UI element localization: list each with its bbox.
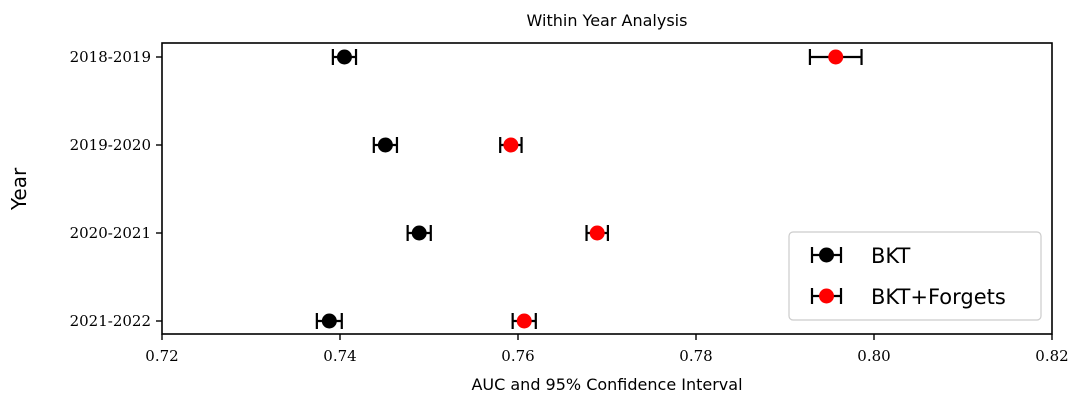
- data-marks: [315, 49, 863, 329]
- data-point-group: [331, 49, 358, 65]
- data-point-group: [315, 313, 343, 329]
- x-tick-label: 0.76: [501, 347, 534, 365]
- x-axis-label: AUC and 95% Confidence Interval: [471, 375, 742, 394]
- chart-title: Within Year Analysis: [527, 11, 688, 30]
- legend-label: BKT: [871, 244, 911, 268]
- axes-ticks: 0.72 0.74 0.76 0.78 0.80 0.82 2018-2019 2019-20…: [70, 48, 1069, 365]
- data-point-group: [499, 137, 523, 153]
- data-point-group: [511, 313, 537, 329]
- x-tick-label: 0.82: [1035, 347, 1068, 365]
- legend-entry: BKT+Forgets: [810, 285, 1006, 309]
- legend-marker: [819, 247, 834, 263]
- y-tick-label: 2020-2021: [70, 224, 151, 242]
- legend-box: [788, 231, 1042, 321]
- data-point: [377, 137, 393, 153]
- y-tick-label: 2021-2022: [70, 312, 151, 330]
- legend-entry: BKT: [810, 244, 911, 268]
- legend-label: BKT+Forgets: [871, 285, 1006, 309]
- x-tick-label: 0.78: [679, 347, 712, 365]
- data-point: [828, 49, 844, 65]
- data-point-group: [808, 49, 863, 65]
- data-point: [503, 137, 519, 153]
- y-tick-label: 2018-2019: [70, 48, 151, 66]
- data-point: [321, 313, 337, 329]
- legend: BKT BKT+Forgets: [788, 231, 1042, 321]
- x-tick-label: 0.74: [323, 347, 356, 365]
- y-tick-label: 2019-2020: [70, 136, 151, 154]
- plot-frame: [161, 42, 1053, 335]
- data-point-group: [585, 225, 609, 241]
- x-tick-label: 0.72: [145, 347, 178, 365]
- data-point: [589, 225, 605, 241]
- legend-marker: [819, 288, 834, 304]
- data-point: [516, 313, 532, 329]
- data-point-group: [372, 137, 399, 153]
- y-axis-label: Year: [7, 167, 31, 211]
- data-point-group: [406, 225, 432, 241]
- x-tick-label: 0.80: [857, 347, 890, 365]
- data-point: [336, 49, 352, 65]
- data-point: [411, 225, 427, 241]
